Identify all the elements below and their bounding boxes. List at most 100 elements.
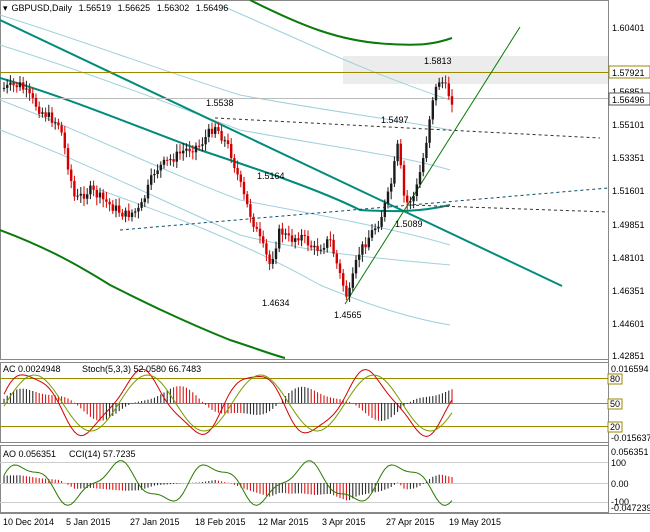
candle-body	[438, 82, 441, 87]
candle-body	[406, 195, 409, 203]
candle-body	[57, 122, 60, 126]
candle-body	[66, 148, 70, 170]
candle-body	[271, 259, 274, 264]
candle-body	[182, 150, 185, 154]
candle-body	[428, 119, 431, 143]
time-tick: 10 Dec 2014	[3, 517, 54, 527]
upper-envelope-line	[249, 0, 453, 46]
stoch-axis-50: 50	[610, 399, 620, 409]
candle-body	[316, 245, 319, 251]
candle-body	[281, 228, 284, 235]
candle-body	[265, 243, 268, 255]
dashed-trendline-lower	[119, 187, 609, 231]
candle-body	[255, 226, 258, 229]
price-tick: 1.55101	[612, 120, 645, 130]
candle-body	[98, 192, 102, 198]
candle-body	[441, 82, 444, 84]
candle-body	[201, 144, 204, 146]
price-tick: 1.51601	[612, 186, 645, 196]
candle-body	[54, 122, 57, 124]
candle-body	[236, 167, 239, 175]
candle-body	[246, 194, 249, 205]
price-tick: 1.48101	[612, 253, 645, 263]
candle-body	[409, 201, 412, 203]
high-price: 1.56625	[117, 3, 151, 13]
candle-body	[162, 159, 166, 165]
candle-body	[185, 148, 188, 151]
stoch-signal-line	[3, 374, 453, 432]
candle-body	[306, 236, 310, 246]
current-price-label: 1.56496	[612, 95, 645, 105]
candle-body	[434, 86, 438, 101]
candle-body	[156, 170, 159, 174]
candle-body	[332, 239, 335, 254]
candle-body	[22, 82, 25, 90]
expand-arrow-icon[interactable]: ▾	[3, 3, 8, 13]
annotation-low-apr: 1.4565	[334, 310, 362, 320]
candle-body	[18, 82, 22, 88]
candle-body	[399, 143, 402, 166]
candle-body	[297, 238, 300, 241]
candle-body	[25, 88, 28, 90]
candle-body	[198, 145, 201, 147]
stoch-axis-80: 80	[610, 374, 620, 384]
candle-body	[95, 189, 98, 198]
candle-body	[2, 87, 6, 89]
candle-body	[223, 140, 226, 142]
candle-body	[329, 239, 332, 241]
candle-body	[73, 180, 76, 197]
candle-body	[12, 82, 15, 86]
candle-body	[137, 207, 140, 212]
regression-bands	[0, 4, 451, 326]
dashed-trendline-mid	[409, 204, 609, 213]
level-price-box	[608, 65, 650, 79]
lower-envelope-line	[0, 229, 286, 359]
candle-body	[319, 249, 322, 251]
candle-body	[422, 158, 425, 173]
candle-body	[9, 82, 12, 85]
candle-body	[287, 233, 290, 236]
candle-body	[351, 273, 354, 288]
candle-body	[450, 96, 454, 105]
annotation-low-may: 1.5089	[395, 219, 423, 229]
candle-body	[44, 112, 47, 117]
candle-body	[108, 201, 111, 205]
candle-body	[239, 174, 242, 182]
candle-body	[374, 228, 377, 231]
candle-body	[146, 184, 150, 199]
price-tick: 1.56851	[612, 87, 645, 97]
candle-body	[284, 233, 287, 235]
price-tick: 1.60401	[612, 23, 645, 33]
candle-body	[233, 158, 236, 168]
open-price: 1.56519	[78, 3, 112, 13]
candle-body	[70, 169, 73, 181]
ao-axis-bottom: -0.047239	[611, 503, 650, 513]
candle-body	[175, 151, 178, 162]
time-axis: 10 Dec 2014 5 Jan 2015 27 Jan 2015 18 Fe…	[3, 517, 501, 527]
candle-body	[220, 130, 223, 141]
current-price-box	[608, 92, 650, 106]
ac-axis-top: 0.016594	[611, 364, 649, 374]
candle-body	[86, 194, 89, 199]
candle-body	[367, 237, 370, 248]
cci-readout: CCI(14) 57.7235	[69, 449, 136, 459]
candle-body	[326, 239, 329, 248]
candle-body	[342, 273, 345, 286]
price-tick: 1.46351	[612, 286, 645, 296]
annotation-low-mar: 1.4634	[262, 298, 290, 308]
candle-body	[425, 142, 428, 159]
cci-axis-minus100: -100	[611, 497, 629, 507]
stoch-axis-20: 20	[610, 422, 620, 432]
ao-axis-top: 0.056351	[611, 447, 649, 457]
candle-body	[249, 204, 252, 217]
candle-body	[172, 159, 175, 162]
candle-body	[134, 211, 137, 213]
candle-body	[31, 93, 34, 98]
candle-body	[150, 175, 153, 185]
candle-body	[169, 159, 172, 161]
candle-body	[15, 85, 18, 88]
candle-body	[60, 125, 63, 133]
candle-body	[402, 165, 406, 196]
candle-body	[159, 164, 162, 171]
